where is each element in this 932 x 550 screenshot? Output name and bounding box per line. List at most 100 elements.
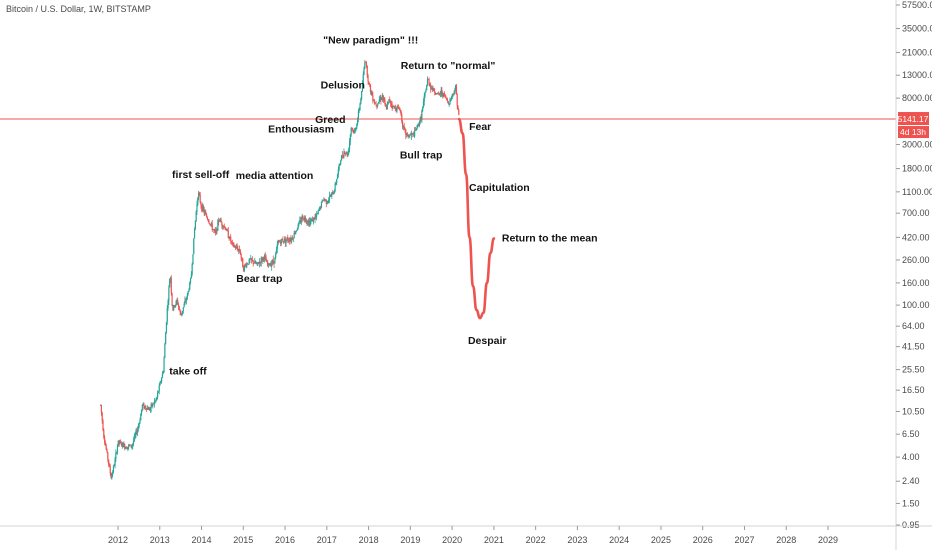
candle-body [190,274,192,279]
candle-body [124,444,126,449]
candle-body [237,248,239,251]
candle-body [208,221,210,224]
candle-body [376,105,378,107]
candle-body [450,96,453,100]
candle-body [101,412,103,421]
candle-body [283,238,286,242]
candle-body [170,277,172,293]
candle-body [255,261,257,264]
candle-body [385,103,387,108]
candle-body [371,91,373,96]
candle-body [243,264,245,271]
candle-body [145,408,147,410]
candle-body [351,128,353,130]
candle-body [141,404,143,410]
candle-body [421,110,423,121]
candle-body [115,452,117,460]
candle-body [117,440,119,446]
candle-body [369,84,372,92]
candle-body [150,403,152,408]
candle-body [105,445,107,450]
candle-body [248,259,250,265]
candle-body [449,99,451,105]
candle-body [249,259,251,260]
y-tick-label: 13000.00 [902,70,932,80]
candle-body [310,220,312,222]
candle-body [431,87,433,90]
candle-body [250,258,253,260]
y-tick-label: 25.50 [902,365,925,375]
candle-body [116,452,118,454]
candle-body [334,184,336,192]
candle-body [215,228,217,233]
candle-body [379,98,381,100]
candle-body [445,97,447,99]
x-tick-label: 2012 [108,535,128,545]
candle-body [363,68,365,75]
countdown-label: 4d 13h [900,127,926,137]
chart-title: Bitcoin / U.S. Dollar, 1W, BITSTAMP [6,4,151,14]
candle-body [342,156,344,158]
candle-body [422,106,424,111]
candle-body [316,213,318,217]
candle-body [433,88,435,92]
candle-body [392,106,394,108]
candle-body [242,267,245,271]
candle-body [265,256,267,262]
candle-body [369,83,371,85]
candle-body [308,220,310,223]
candle-body [104,437,106,443]
candle-body [338,164,340,170]
candle-body [271,260,274,264]
annotation-label: Fear [469,121,491,133]
candle-body [365,62,368,66]
candle-body [99,404,102,406]
candle-body [352,130,355,133]
annotation-label: first sell-off [172,169,230,181]
candle-body [356,124,358,129]
candle-body [227,230,229,238]
x-tick-label: 2023 [567,535,587,545]
candle-body [446,100,449,102]
candle-body [274,257,276,264]
candle-body [154,400,156,402]
candle-body [316,213,319,215]
candle-body [361,84,364,92]
annotation-label: "New paradigm" !!! [323,34,418,46]
candle-body [444,94,446,98]
candle-body [197,197,199,205]
candle-body [406,134,409,136]
candle-body [357,111,360,119]
candle-body [257,262,259,264]
candle-body [296,228,298,231]
x-tick-label: 2015 [233,535,253,545]
candle-body [201,205,203,211]
candle-body [397,106,399,108]
candle-body [207,219,209,222]
candle-body [348,148,350,153]
candle-body [134,434,136,437]
candle-body [452,93,454,95]
annotation-label: Despair [468,335,507,347]
candle-body [225,229,227,231]
candle-body [132,440,135,444]
candle-body [119,441,121,444]
candle-body [216,228,218,231]
candle-body [236,246,238,249]
candle-body [458,109,460,115]
candle-body [341,155,343,157]
candle-body [389,100,392,104]
candle-body [238,249,240,251]
candle-body [118,440,120,444]
candle-body [120,441,122,443]
candle-body [347,152,349,156]
candle-body [455,85,458,95]
candle-body [191,264,193,275]
candle-body [180,312,182,315]
candle-body [151,403,153,407]
candle-body [285,239,287,243]
candle-body [128,444,131,446]
candle-body [442,93,444,97]
candle-body [144,406,146,409]
x-tick-label: 2017 [317,535,337,545]
